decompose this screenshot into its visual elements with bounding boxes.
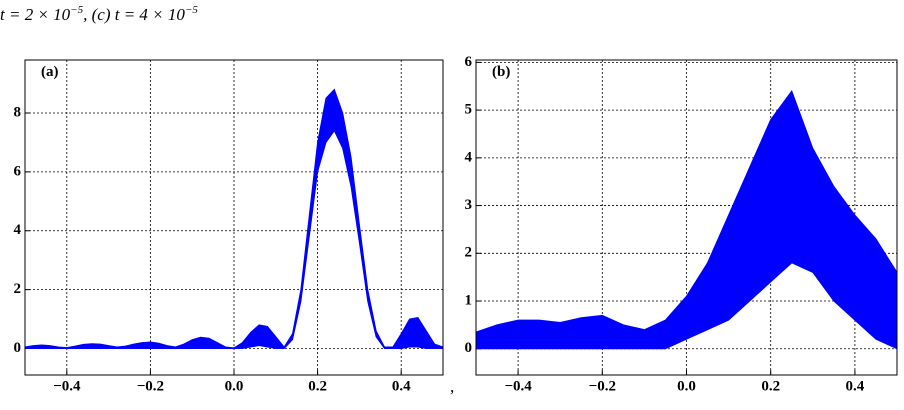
y-tick-label: 2: [14, 281, 22, 297]
plot-frame: [475, 59, 898, 376]
separator: ,: [450, 377, 454, 396]
caption: t = 2 × 10−5, (c) t = 4 × 10−5: [0, 4, 198, 24]
x-tick-label: 0.0: [225, 378, 244, 394]
y-tick-label: 0: [465, 340, 473, 356]
y-tick-label: 4: [14, 222, 22, 238]
y-tick-label: 5: [465, 102, 473, 118]
x-tick-label: 0.0: [677, 378, 696, 394]
plot-frame: [24, 59, 444, 376]
caption-sup: −5: [185, 4, 198, 16]
x-tick-label: 0.4: [392, 378, 411, 394]
x-tick-label: −0.4: [504, 378, 532, 394]
y-tick-label: 4: [465, 149, 473, 165]
y-tick-label: 6: [465, 54, 473, 70]
caption-part: t = 2 × 10: [0, 5, 71, 24]
x-tick-label: −0.2: [589, 378, 616, 394]
caption-part: , (c) t = 4 × 10: [83, 5, 185, 24]
y-tick-label: 1: [465, 292, 473, 308]
y-tick-label: 2: [465, 245, 473, 261]
panel-label: (a): [41, 64, 59, 80]
y-tick-label: 0: [14, 340, 22, 356]
x-tick-label: −0.4: [53, 378, 81, 394]
panel-label: (b): [492, 64, 510, 80]
y-tick-label: 3: [465, 197, 473, 213]
x-tick-label: 0.2: [761, 378, 780, 394]
y-tick-label: 6: [14, 163, 22, 179]
caption-sup: −5: [70, 4, 83, 16]
x-tick-label: 0.2: [308, 378, 327, 394]
x-tick-label: −0.2: [137, 378, 164, 394]
x-tick-label: 0.4: [846, 378, 865, 394]
y-tick-label: 8: [14, 104, 22, 120]
